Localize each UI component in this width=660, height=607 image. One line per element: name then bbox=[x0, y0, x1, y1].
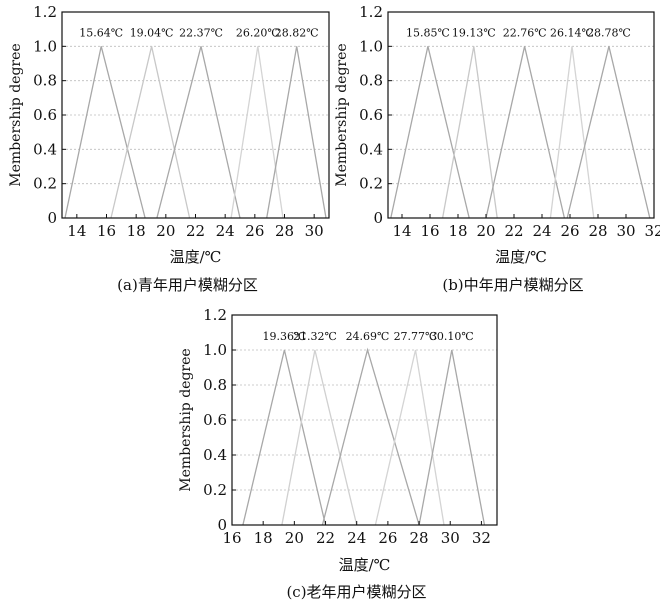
panel-b-ytick-label: 0 bbox=[373, 209, 383, 227]
panel-c-peak-label-2: 21.32℃ bbox=[293, 330, 337, 343]
panel-b-xlabel: 温度/℃ bbox=[495, 248, 547, 266]
panel-a-ytick-label: 0.2 bbox=[33, 175, 57, 193]
panel-b-xtick-label: 28 bbox=[588, 222, 607, 240]
panel-c-ylabel: Membership degree bbox=[178, 348, 194, 491]
panel-a-xtick-label: 26 bbox=[245, 222, 264, 240]
panel-b-ylabel: Membership degree bbox=[334, 43, 350, 186]
panel-c-ytick-label: 0.8 bbox=[203, 376, 227, 394]
panel-c-xtick-label: 26 bbox=[378, 529, 397, 547]
panel-a-membership-triangle-3 bbox=[156, 46, 241, 219]
panel-a-peak-label-2: 19.04℃ bbox=[130, 26, 174, 39]
panel-a-xtick-label: 14 bbox=[67, 222, 86, 240]
panel-b-peak-label-3: 22.76℃ bbox=[503, 26, 547, 39]
panel-b-ytick-label: 1.0 bbox=[359, 37, 383, 55]
panel-b-xtick-label: 32 bbox=[644, 222, 660, 240]
panel-c-peak-label-3: 24.69℃ bbox=[346, 330, 390, 343]
panel-b-ytick-label: 1.2 bbox=[359, 3, 383, 21]
panel-b-membership-triangle-5 bbox=[566, 46, 651, 219]
panel-a-ytick-label: 0 bbox=[47, 209, 57, 227]
panel-c-peak-label-5: 30.10℃ bbox=[430, 330, 474, 343]
panel-a-xtick-label: 28 bbox=[275, 222, 294, 240]
panel-b-xtick-label: 22 bbox=[504, 222, 523, 240]
panel-c-xtick-label: 20 bbox=[285, 529, 304, 547]
panel-a-ytick-label: 1.0 bbox=[33, 37, 57, 55]
panel-c-ytick-label: 0.4 bbox=[203, 446, 227, 464]
panel-c-membership-triangle-5 bbox=[418, 349, 486, 526]
panel-c-xtick-label: 28 bbox=[410, 529, 429, 547]
panel-c-xtick-label: 22 bbox=[316, 529, 335, 547]
panel-b-xtick-label: 30 bbox=[616, 222, 635, 240]
panel-b-membership-triangle-3 bbox=[485, 46, 566, 219]
panel-a-peak-label-1: 15.64℃ bbox=[79, 26, 123, 39]
panel-a-ytick-label: 0.6 bbox=[33, 106, 57, 124]
panel-a-xtick-label: 30 bbox=[305, 222, 324, 240]
panel-a-xtick-label: 22 bbox=[186, 222, 205, 240]
panel-a-peak-label-4: 26.20℃ bbox=[236, 26, 280, 39]
panel-a-membership-triangle-5 bbox=[266, 46, 327, 219]
panel-b-membership-triangle-1 bbox=[390, 46, 470, 219]
panel-b-ytick-label: 0.4 bbox=[359, 140, 383, 158]
panel-a-ylabel: Membership degree bbox=[8, 43, 24, 186]
panel-a-ytick-label: 1.2 bbox=[33, 3, 57, 21]
panel-c-xtick-label: 30 bbox=[441, 529, 460, 547]
panel-b-xtick-label: 20 bbox=[476, 222, 495, 240]
panel-c-membership-triangle-3 bbox=[321, 347, 420, 526]
panel-c-membership-triangle-1 bbox=[242, 349, 327, 526]
panel-c-xtick-label: 32 bbox=[472, 529, 491, 547]
panel-b-xtick-label: 24 bbox=[532, 222, 551, 240]
panel-b-xtick-label: 26 bbox=[560, 222, 579, 240]
panel-b-membership-triangle-4 bbox=[549, 46, 595, 219]
panel-a-membership-triangle-1 bbox=[64, 46, 146, 219]
panel-a-peak-label-3: 22.37℃ bbox=[179, 26, 223, 39]
panel-c-membership-triangle-2 bbox=[281, 349, 358, 526]
panel-c-xtick-label: 18 bbox=[254, 529, 273, 547]
panel-c-peak-label-4: 27.77℃ bbox=[394, 330, 438, 343]
panel-c-xlabel: 温度/℃ bbox=[339, 556, 391, 574]
panel-b-xtick-label: 18 bbox=[448, 222, 467, 240]
panel-a-xtick-label: 24 bbox=[216, 222, 235, 240]
panel-a-xtick-label: 16 bbox=[97, 222, 116, 240]
panel-c-ytick-label: 1.0 bbox=[203, 341, 227, 359]
panel-b-ytick-label: 0.8 bbox=[359, 72, 383, 90]
panel-c-xtick-label: 24 bbox=[347, 529, 366, 547]
panel-c-ytick-label: 0.2 bbox=[203, 481, 227, 499]
panel-c-peak-label-1: 19.36℃ bbox=[262, 330, 306, 343]
panel-a-caption: (a)青年用户模糊分区 bbox=[117, 276, 258, 294]
panel-c-ytick-label: 0 bbox=[217, 516, 227, 534]
panel-b-peak-label-2: 19.13℃ bbox=[452, 26, 496, 39]
panel-a-ytick-label: 0.4 bbox=[33, 140, 57, 158]
panel-b-peak-label-5: 28.78℃ bbox=[587, 26, 631, 39]
panel-a-membership-triangle-2 bbox=[110, 46, 191, 219]
panel-a-xlabel: 温度/℃ bbox=[170, 248, 222, 266]
panel-a-xtick-label: 18 bbox=[127, 222, 146, 240]
panel-c-ytick-label: 1.2 bbox=[203, 306, 227, 324]
panel-a-membership-triangle-4 bbox=[230, 46, 284, 219]
panel-c-ytick-label: 0.6 bbox=[203, 411, 227, 429]
panel-b-ytick-label: 0.2 bbox=[359, 175, 383, 193]
panel-a-xtick-label: 20 bbox=[156, 222, 175, 240]
panel-b-membership-triangle-2 bbox=[441, 46, 498, 219]
panel-b-xtick-label: 16 bbox=[420, 222, 439, 240]
panel-b-peak-label-4: 26.14℃ bbox=[550, 26, 594, 39]
panel-c-membership-triangle-4 bbox=[374, 349, 445, 526]
panel-b-caption: (b)中年用户模糊分区 bbox=[442, 276, 583, 294]
panel-a-ytick-label: 0.8 bbox=[33, 72, 57, 90]
panel-a-peak-label-5: 28.82℃ bbox=[275, 26, 319, 39]
panel-c-caption: (c)老年用户模糊分区 bbox=[286, 583, 426, 601]
panel-c-xtick-label: 16 bbox=[222, 529, 241, 547]
panel-b-ytick-label: 0.6 bbox=[359, 106, 383, 124]
panel-b-xtick-label: 14 bbox=[392, 222, 411, 240]
panel-b-peak-label-1: 15.85℃ bbox=[406, 26, 450, 39]
